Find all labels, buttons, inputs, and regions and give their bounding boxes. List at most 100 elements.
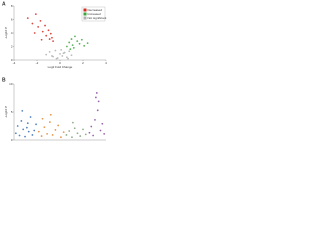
legend-box <box>81 6 106 22</box>
x-tick-label: -4 <box>13 61 16 65</box>
point <box>66 56 68 59</box>
point <box>26 122 29 125</box>
y-tick-label: 10 <box>9 82 13 86</box>
point <box>46 132 49 135</box>
point <box>76 132 79 135</box>
point <box>74 35 76 38</box>
point <box>52 40 54 42</box>
point <box>18 134 21 137</box>
point <box>96 109 99 112</box>
figure: A B 0 2 4 6 8 -4 -2 0 2 4 Log2 Fold Change -Log10 P… <box>2 1 107 142</box>
point <box>79 135 82 137</box>
y-tick-label: 0 <box>11 138 13 142</box>
point <box>45 34 48 37</box>
point <box>51 134 54 136</box>
point <box>80 38 83 41</box>
point <box>41 117 44 120</box>
point <box>51 36 53 39</box>
point <box>54 129 57 131</box>
point <box>88 131 91 134</box>
point <box>33 32 36 34</box>
point <box>70 38 73 40</box>
point <box>84 133 87 136</box>
point <box>55 57 58 60</box>
point <box>103 132 106 135</box>
point <box>37 130 40 133</box>
point <box>25 126 28 129</box>
point <box>94 118 96 121</box>
point <box>94 96 97 99</box>
point <box>60 136 62 139</box>
point <box>40 135 43 137</box>
point <box>72 46 75 49</box>
point <box>37 26 40 28</box>
point <box>24 135 26 138</box>
x-tick-label: 0 <box>59 61 61 65</box>
point <box>14 132 17 135</box>
point <box>49 113 52 116</box>
point <box>31 22 34 25</box>
point <box>86 42 89 45</box>
point <box>21 109 24 112</box>
point <box>44 24 46 27</box>
point <box>92 134 95 137</box>
point <box>48 121 51 123</box>
point <box>68 50 71 53</box>
y-tick-label: 5 <box>11 110 13 114</box>
point <box>54 49 57 52</box>
point <box>71 136 73 139</box>
x-tick-label: -2 <box>36 61 39 65</box>
point <box>26 17 29 20</box>
point <box>22 128 25 131</box>
point <box>40 38 43 41</box>
point <box>61 55 64 57</box>
point <box>68 41 71 44</box>
point <box>34 13 37 16</box>
point <box>29 116 32 118</box>
y-tick-label: 4 <box>11 31 13 35</box>
point <box>41 30 44 33</box>
y-tick-label: 6 <box>11 17 13 21</box>
x-tick-label: 2 <box>82 61 84 65</box>
point <box>101 122 104 125</box>
legend-label: Increased <box>88 12 102 16</box>
point <box>62 52 65 55</box>
point <box>60 48 63 51</box>
point <box>51 55 53 57</box>
point <box>43 126 46 129</box>
point <box>62 131 65 134</box>
point <box>70 54 73 57</box>
legend-label: Not significant <box>88 16 107 20</box>
panel-label: A <box>2 1 6 7</box>
point <box>47 29 50 32</box>
y-tick-label: 0 <box>11 58 13 62</box>
point <box>95 92 98 94</box>
point <box>39 19 42 22</box>
legend-swatch <box>83 16 87 20</box>
point <box>78 42 81 45</box>
point <box>82 128 84 131</box>
y-tick-label: 8 <box>11 4 13 8</box>
point <box>45 53 48 56</box>
point <box>68 130 71 132</box>
y-axis-label: -Log10 P <box>4 27 8 39</box>
point <box>27 130 30 133</box>
x-tick-label: 4 <box>105 61 107 65</box>
point <box>35 123 37 126</box>
y-axis-label: -Log10 P <box>4 106 8 118</box>
point <box>66 45 68 48</box>
point <box>16 125 19 127</box>
point <box>69 48 72 51</box>
point <box>48 38 51 40</box>
point <box>71 44 74 47</box>
point <box>48 51 51 53</box>
point <box>90 125 93 128</box>
point <box>83 44 86 47</box>
y-tick-label: 2 <box>11 44 13 48</box>
point <box>76 40 79 42</box>
point <box>73 127 76 130</box>
point <box>99 129 102 132</box>
legend-label: Decreased <box>88 8 103 12</box>
point <box>49 32 52 35</box>
legend-swatch <box>83 12 87 16</box>
